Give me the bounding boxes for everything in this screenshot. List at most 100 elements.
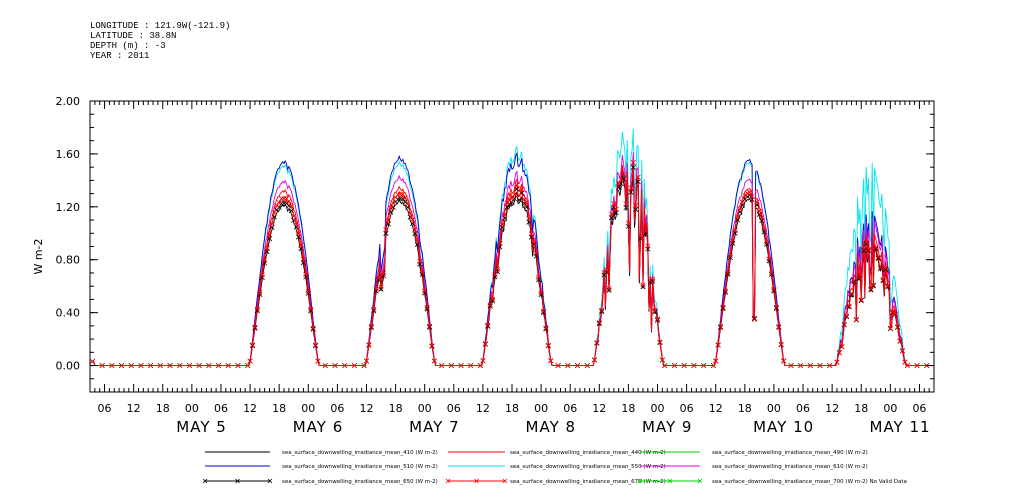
axes-layer: 0.00 0.40 0.80 1.20 1.60 2.00 W m-2 06 12 18 00 06 1… bbox=[32, 95, 935, 436]
series-650-marker bbox=[494, 269, 501, 275]
series-670-marker bbox=[351, 362, 357, 369]
legend-label: sea_surface_downwelling_irradiance_mean_… bbox=[282, 450, 438, 456]
series-670-marker bbox=[506, 197, 513, 203]
series-670-marker bbox=[419, 269, 425, 275]
series-670-marker bbox=[897, 338, 903, 344]
chart-header: LONGITUDE : 121.9W(-121.9) LATITUDE : 38… bbox=[90, 21, 230, 61]
series-670-marker bbox=[89, 358, 96, 365]
series-670-marker bbox=[715, 342, 721, 348]
series-670-marker bbox=[732, 228, 738, 234]
x-day-label: MAY 10 bbox=[753, 418, 814, 436]
series-670-marker bbox=[584, 362, 590, 369]
legend-label: sea_surface_downwelling_irradiance_mean_… bbox=[712, 450, 868, 456]
x-hour-tick-label: 00 bbox=[418, 402, 432, 415]
series-670-marker bbox=[332, 362, 338, 369]
series-670-marker bbox=[468, 362, 474, 369]
series-670-marker bbox=[671, 362, 678, 369]
series-670-marker bbox=[899, 348, 906, 354]
y-tick-label: 1.60 bbox=[56, 148, 81, 161]
series-670-marker bbox=[861, 246, 867, 253]
series-650-marker bbox=[868, 287, 874, 293]
series-670-marker bbox=[521, 196, 527, 202]
series-670-marker bbox=[269, 220, 275, 226]
series-670-marker bbox=[885, 283, 891, 289]
series-650-marker bbox=[768, 271, 775, 277]
series-670-marker bbox=[448, 362, 454, 369]
series-670-marker bbox=[206, 362, 212, 369]
series-670-marker bbox=[865, 246, 872, 253]
series-650-marker bbox=[635, 179, 641, 185]
series-670-marker bbox=[841, 321, 847, 328]
x-hour-tick-label: 12 bbox=[359, 402, 373, 415]
series-670-marker bbox=[533, 250, 539, 256]
series-670-marker bbox=[371, 306, 377, 313]
header-year: YEAR : 2011 bbox=[90, 51, 150, 61]
series-670-marker bbox=[846, 303, 852, 309]
series-670-marker bbox=[429, 343, 435, 349]
series-650-marker bbox=[373, 288, 379, 294]
y-tick-label: 2.00 bbox=[56, 95, 81, 108]
series-670-marker bbox=[873, 244, 879, 251]
series-670-marker bbox=[827, 362, 833, 369]
series-650-marker bbox=[419, 271, 425, 278]
series-650-marker bbox=[640, 284, 646, 290]
series-650-marker bbox=[400, 196, 406, 202]
series-670-marker bbox=[523, 200, 530, 206]
series-670-marker bbox=[109, 362, 115, 369]
series-650-marker bbox=[613, 210, 619, 216]
series-670-marker bbox=[781, 358, 787, 364]
series-670-marker bbox=[727, 252, 733, 259]
series-670-marker bbox=[759, 215, 765, 221]
legend-marker bbox=[637, 478, 643, 484]
series-670-marker bbox=[914, 362, 920, 369]
series-650-marker bbox=[875, 255, 881, 261]
series-670-marker bbox=[890, 309, 896, 315]
series-650-marker bbox=[611, 204, 617, 211]
series-670-marker bbox=[177, 362, 183, 369]
series-670-marker bbox=[526, 215, 532, 222]
series-650-marker bbox=[380, 273, 387, 279]
series-670-marker bbox=[397, 191, 404, 197]
series-670-marker bbox=[252, 324, 258, 330]
series-670-marker bbox=[99, 362, 105, 369]
series-650-marker bbox=[368, 324, 374, 331]
series-670-marker bbox=[368, 323, 374, 330]
series-670-marker bbox=[749, 193, 755, 200]
series-670-marker bbox=[844, 313, 850, 319]
series-670-marker bbox=[591, 357, 598, 363]
series-670-marker bbox=[312, 342, 319, 348]
x-day-label: MAY 5 bbox=[176, 418, 227, 436]
legend-marker bbox=[267, 478, 273, 484]
x-hour-tick-label: 06 bbox=[214, 402, 228, 415]
series-670-marker bbox=[536, 274, 542, 281]
series-670-marker bbox=[477, 362, 484, 369]
series-670-marker bbox=[640, 282, 646, 288]
series-650-marker bbox=[766, 258, 772, 264]
series-670-marker bbox=[424, 304, 430, 311]
series-650-marker bbox=[543, 326, 549, 332]
series-650-marker bbox=[865, 248, 872, 254]
series-650-marker bbox=[424, 306, 430, 312]
series-650-marker bbox=[269, 224, 275, 230]
series-670-marker bbox=[409, 217, 416, 223]
series-650-marker bbox=[485, 323, 491, 329]
series-670-marker bbox=[528, 231, 534, 237]
series-670-marker bbox=[834, 359, 840, 365]
series-650-marker bbox=[616, 184, 622, 191]
series-670-marker bbox=[848, 291, 855, 297]
series-670-marker bbox=[722, 288, 729, 294]
series-650-marker bbox=[885, 284, 891, 290]
series-670-marker bbox=[895, 324, 901, 330]
series-670-marker bbox=[514, 182, 520, 188]
series-650-marker bbox=[490, 298, 496, 304]
series-670-marker bbox=[271, 210, 277, 216]
series-line-550 bbox=[92, 128, 932, 366]
series-650-marker bbox=[776, 324, 782, 331]
series-670-marker bbox=[186, 362, 193, 369]
series-670-marker bbox=[773, 304, 779, 310]
legend-item: sea_surface_downwelling_irradiance_mean_… bbox=[448, 464, 666, 470]
series-670-marker bbox=[776, 324, 782, 330]
series-670-marker bbox=[322, 362, 328, 369]
series-650-marker bbox=[623, 205, 629, 211]
series-670-marker bbox=[291, 213, 297, 219]
